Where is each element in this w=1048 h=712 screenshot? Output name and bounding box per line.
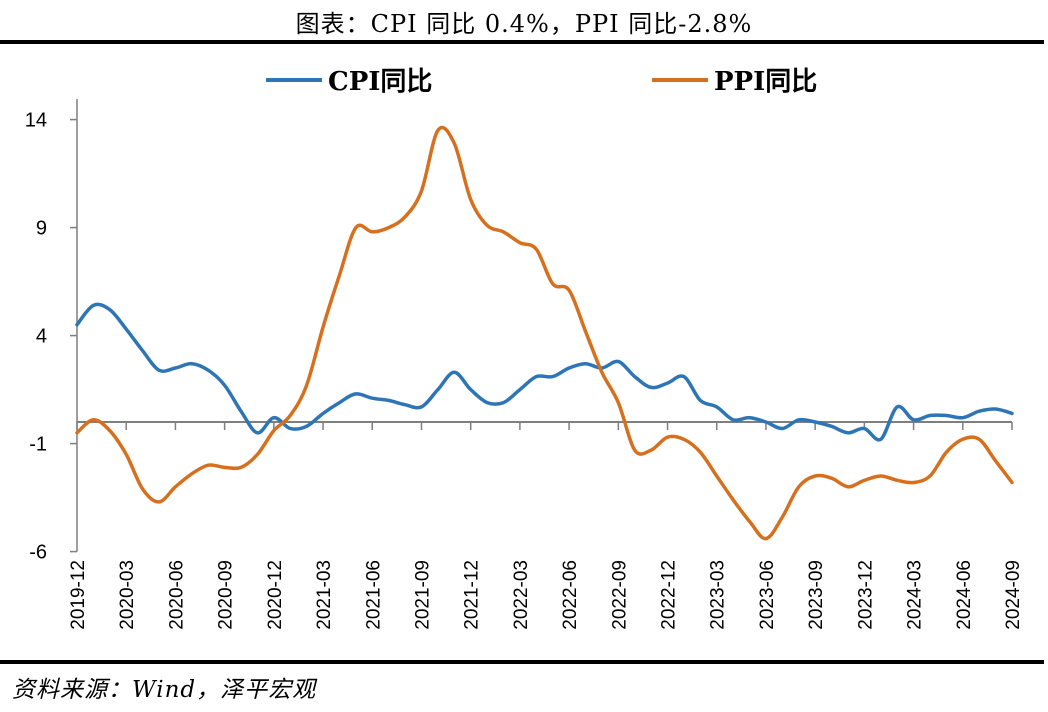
cpi-series-line	[75, 302, 1014, 442]
line-chart: CPI同比 PPI同比 14 9 4 -1 -6 2019-12 2020-03 2020-…	[25, 67, 1024, 630]
series-lines	[75, 125, 1014, 541]
x-tick-label: 2023-12	[855, 560, 876, 630]
y-tick-labels: 14 9 4 -1 -6	[25, 110, 47, 564]
x-tick-label: 2021-09	[412, 560, 433, 630]
y-tick-label: -6	[29, 542, 47, 564]
x-tick-label: 2024-06	[954, 560, 975, 630]
x-tick-label: 2023-03	[708, 560, 729, 630]
chart-title: 图表：CPI 同比 0.4%，PPI 同比-2.8%	[295, 10, 753, 38]
x-tick-labels: 2019-12 2020-03 2020-06 2020-09 2020-12 2021-…	[68, 560, 1024, 630]
axes	[70, 99, 1013, 553]
ppi-series-line	[75, 125, 1014, 541]
legend: CPI同比 PPI同比	[266, 67, 817, 97]
top-rule	[0, 40, 1044, 44]
x-tick-label: 2021-06	[363, 560, 384, 630]
x-tick-label: 2024-09	[1003, 560, 1024, 630]
x-tick-label: 2022-06	[560, 560, 581, 630]
x-tick-label: 2024-03	[905, 560, 926, 630]
x-tick-label: 2020-09	[216, 560, 237, 630]
legend-ppi-label: PPI同比	[714, 67, 817, 97]
y-tick-label: 4	[36, 326, 47, 348]
x-tick-label: 2022-12	[659, 560, 680, 630]
x-tick-label: 2020-06	[166, 560, 187, 630]
y-tick-label: -1	[29, 434, 47, 456]
x-tick-label: 2022-03	[511, 560, 532, 630]
bottom-rule	[0, 660, 1044, 664]
x-tick-label: 2019-12	[68, 560, 89, 630]
x-tick-label: 2023-09	[806, 560, 827, 630]
y-tick-label: 14	[25, 110, 47, 132]
source-note: 资料来源：Wind，泽平宏观	[12, 677, 317, 703]
x-tick-label: 2021-03	[314, 560, 335, 630]
x-tick-label: 2020-12	[265, 560, 286, 630]
legend-cpi-label: CPI同比	[328, 67, 432, 97]
x-tick-label: 2022-09	[609, 560, 630, 630]
x-tick-label: 2023-06	[757, 560, 778, 630]
x-tick-label: 2021-12	[462, 560, 483, 630]
x-tick-label: 2020-03	[117, 560, 138, 630]
y-tick-label: 9	[36, 218, 47, 240]
